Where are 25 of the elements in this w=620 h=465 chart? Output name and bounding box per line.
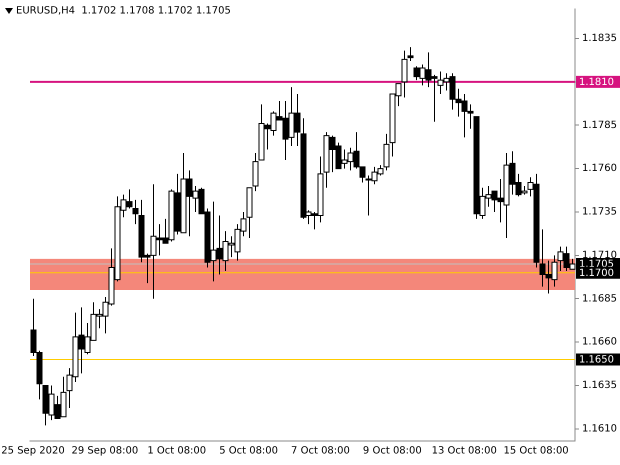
ref-line-label: 1.1650 [579, 354, 614, 366]
x-tick-label: 7 Oct 08:00 [291, 446, 350, 457]
x-tick-label: 15 Oct 08:00 [503, 446, 569, 457]
y-tick-label: 1.1760 [582, 163, 617, 174]
ref-line-label: 1.1700 [579, 268, 614, 279]
x-tick-label: 9 Oct 08:00 [362, 446, 422, 457]
y-tick-label: 1.1660 [582, 336, 617, 348]
candlestick [408, 46, 414, 62]
y-tick-label: 1.1610 [582, 423, 617, 434]
chart-title: EURUSD,H4 1.1702 1.1708 1.1702 1.1705 [16, 6, 231, 17]
x-tick-label: 13 Oct 08:00 [432, 446, 497, 457]
x-tick-label: 1 Oct 08:00 [147, 446, 206, 457]
candlestick [384, 133, 390, 171]
candlestick [132, 199, 138, 225]
y-tick-label: 1.1735 [582, 206, 617, 218]
y-tick-label: 1.1785 [582, 120, 617, 131]
x-tick-label: 25 Sep 2020 [1, 446, 65, 457]
ref-line-label: 1.1810 [579, 76, 614, 88]
y-tick-label: 1.1685 [582, 293, 617, 304]
y-tick-label: 1.1835 [582, 33, 617, 44]
candlestick [402, 50, 408, 98]
y-tick-label: 1.1635 [582, 380, 617, 392]
x-tick-label: 29 Sep 08:00 [71, 446, 138, 457]
y-tick-label: 1.1710 [582, 250, 617, 261]
x-tick-label: 5 Oct 08:00 [219, 446, 278, 457]
